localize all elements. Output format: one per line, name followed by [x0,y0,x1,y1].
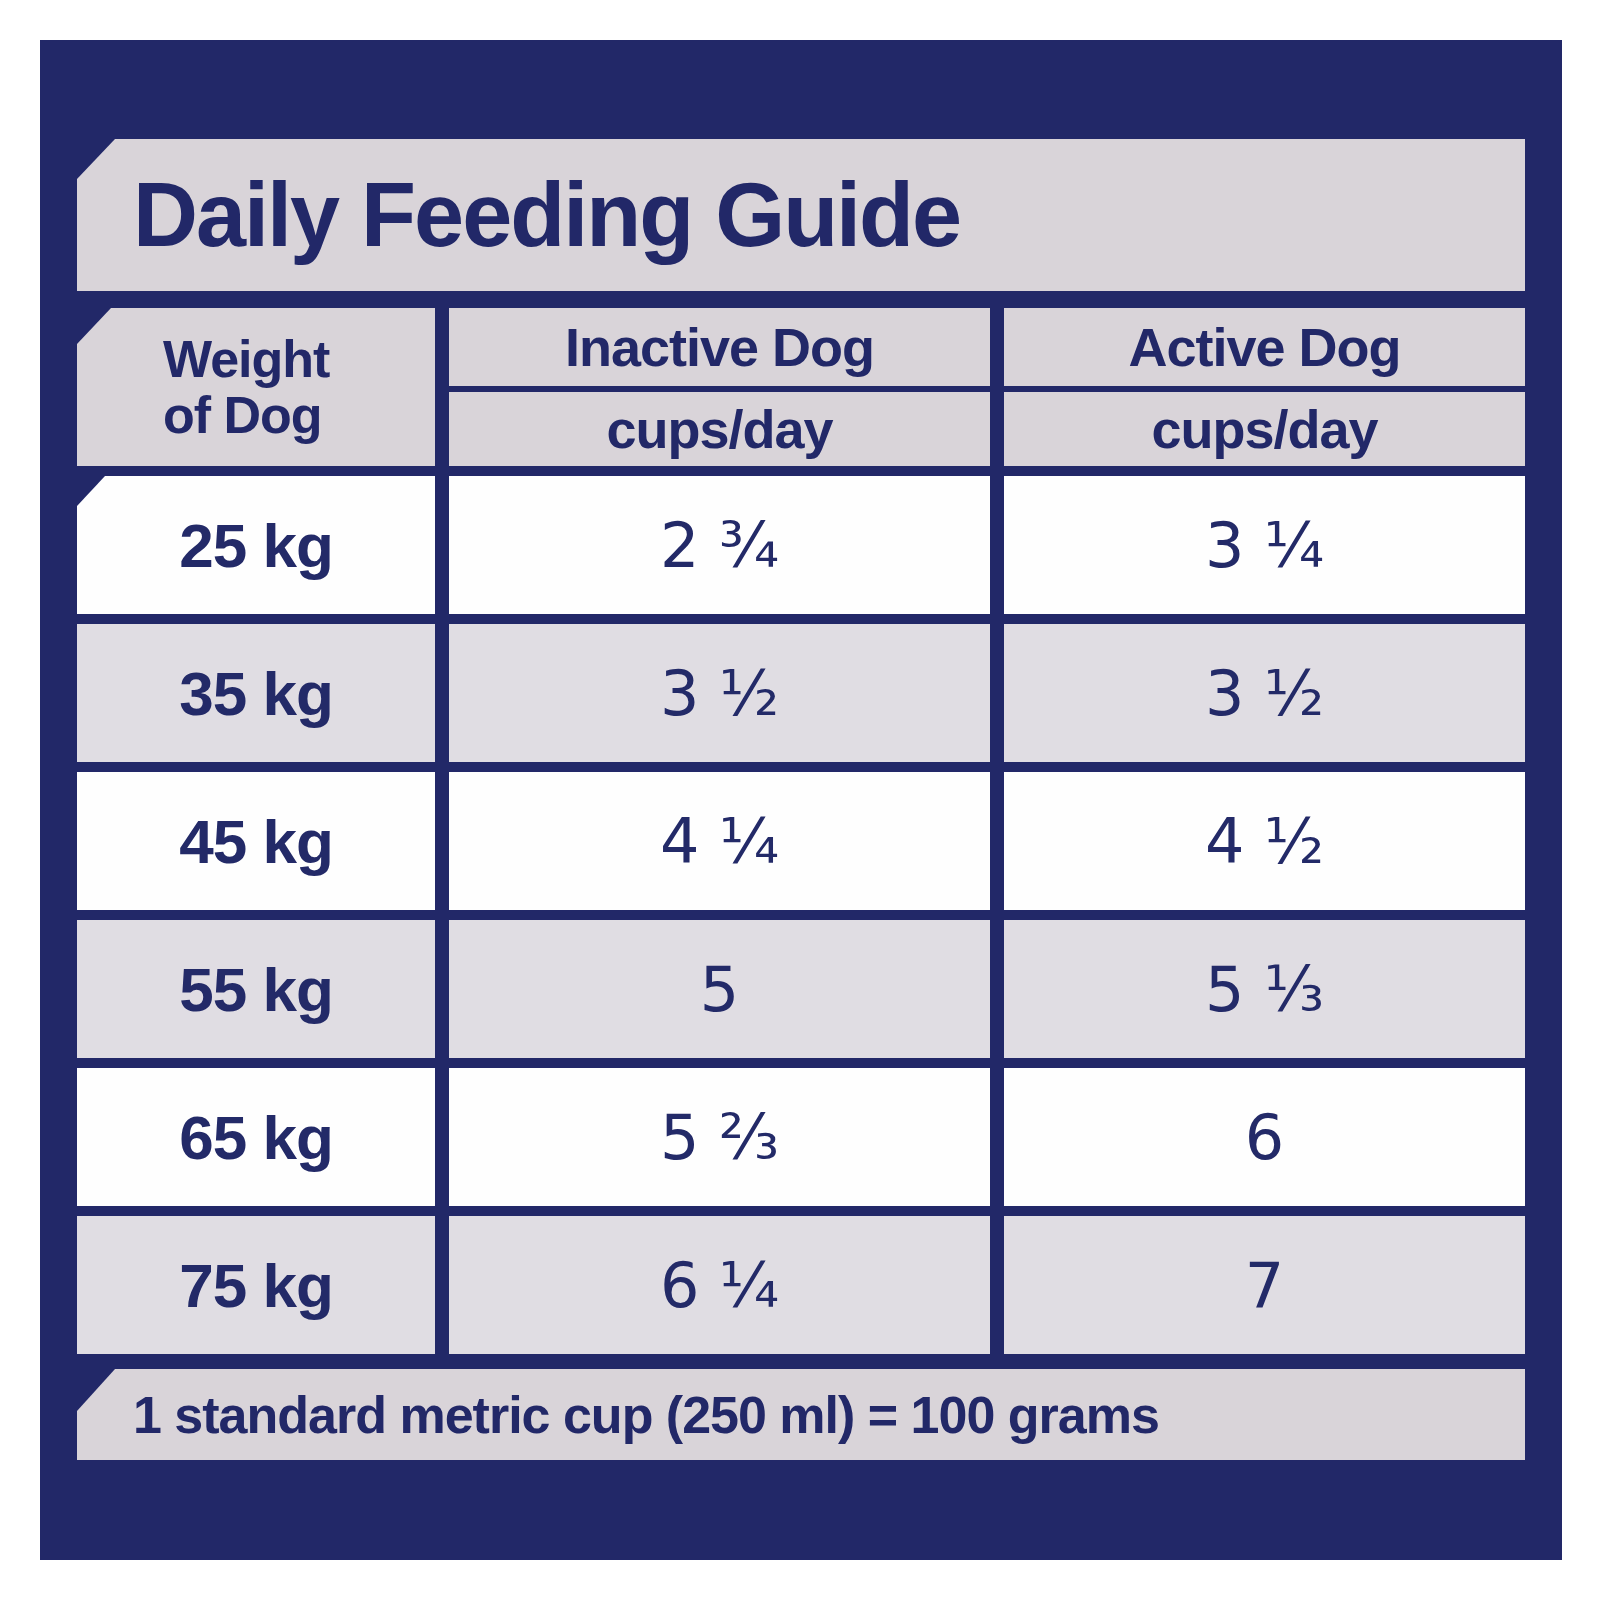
weight-cell: 25 kg [77,476,435,614]
page-title: Daily Feeding Guide [133,164,960,267]
feeding-guide-panel: Daily Feeding Guide Weight of Dog Inacti… [40,40,1562,1560]
col-header-weight: Weight of Dog [77,308,435,466]
inactive-value-cell: 3 ½ [449,624,990,762]
weight-cell: 75 kg [77,1216,435,1354]
active-value-cell: 7 [1004,1216,1525,1354]
col-header-weight-line2: of Dog [163,387,435,443]
weight-cell: 45 kg [77,772,435,910]
col-header-active-unit: cups/day [1004,392,1525,466]
inactive-value-cell: 6 ¼ [449,1216,990,1354]
active-value-cell: 3 ½ [1004,624,1525,762]
col-header-inactive-unit: cups/day [449,392,990,466]
active-value-cell: 4 ½ [1004,772,1525,910]
title-band: Daily Feeding Guide [77,139,1525,291]
col-header-active-label: Active Dog [1004,308,1525,386]
active-value-cell: 3 ¼ [1004,476,1525,614]
footer-note: 1 standard metric cup (250 ml) = 100 gra… [133,1385,1159,1445]
col-header-active: Active Dog cups/day [1004,308,1525,466]
inactive-value-cell: 2 ¾ [449,476,990,614]
weight-cell: 65 kg [77,1068,435,1206]
weight-cell: 55 kg [77,920,435,1058]
footer-note-band: 1 standard metric cup (250 ml) = 100 gra… [77,1369,1525,1460]
col-header-inactive-label: Inactive Dog [449,308,990,386]
inactive-value-cell: 4 ¼ [449,772,990,910]
active-value-cell: 6 [1004,1068,1525,1206]
col-header-inactive: Inactive Dog cups/day [449,308,990,466]
inactive-value-cell: 5 [449,920,990,1058]
weight-cell: 35 kg [77,624,435,762]
inactive-value-cell: 5 ⅔ [449,1068,990,1206]
active-value-cell: 5 ⅓ [1004,920,1525,1058]
feeding-table: Weight of Dog Inactive Dog cups/day Acti… [77,308,1525,1354]
col-header-weight-line1: Weight [163,331,435,387]
